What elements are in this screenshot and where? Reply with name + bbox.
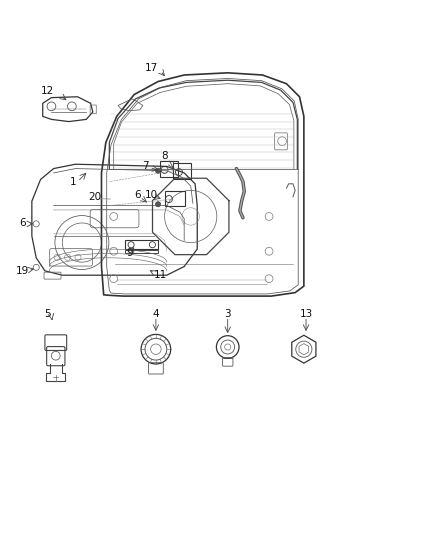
Text: 19: 19 xyxy=(16,266,29,276)
Circle shape xyxy=(155,201,161,207)
Text: 6: 6 xyxy=(19,218,25,228)
Text: 9: 9 xyxy=(127,248,133,259)
Text: 8: 8 xyxy=(161,150,168,160)
Text: 1: 1 xyxy=(70,176,77,187)
Text: 5: 5 xyxy=(44,309,50,319)
Text: 3: 3 xyxy=(224,309,231,319)
Bar xyxy=(165,191,185,206)
Bar xyxy=(125,240,158,249)
Text: 6: 6 xyxy=(134,190,141,200)
Bar xyxy=(173,163,191,180)
Bar xyxy=(160,161,178,177)
Text: 7: 7 xyxy=(142,161,148,172)
Text: 11: 11 xyxy=(154,270,167,280)
Text: 12: 12 xyxy=(40,86,54,96)
Text: 20: 20 xyxy=(88,192,102,202)
Circle shape xyxy=(155,168,161,173)
Text: 17: 17 xyxy=(145,63,158,74)
Bar xyxy=(125,250,158,254)
Text: 4: 4 xyxy=(152,309,159,319)
Text: 13: 13 xyxy=(300,309,313,319)
Text: 10: 10 xyxy=(145,190,158,200)
